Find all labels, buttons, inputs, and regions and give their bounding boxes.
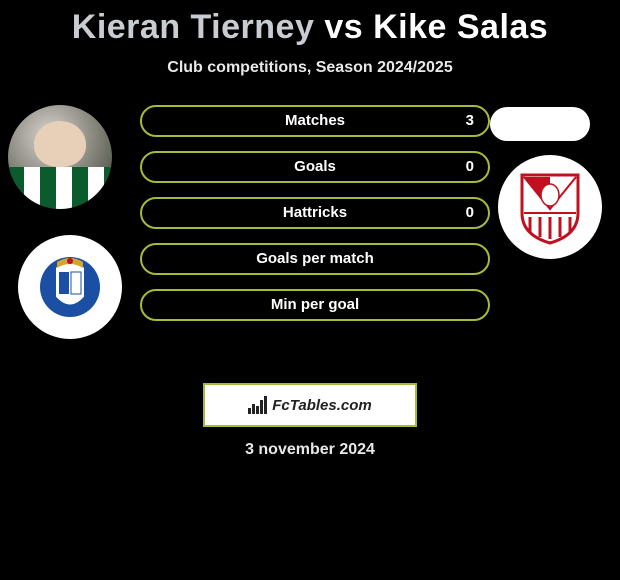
attribution-text: FcTables.com — [272, 397, 371, 414]
player2-photo-placeholder — [490, 107, 590, 141]
title-player2: Kike Salas — [373, 8, 548, 46]
title-player1: Kieran Tierney — [72, 8, 315, 46]
date-text: 3 november 2024 — [0, 441, 620, 459]
stat-row-hattricks: Hattricks 0 — [140, 197, 490, 229]
stat-label: Matches — [142, 107, 488, 135]
stat-value: 3 — [466, 107, 474, 135]
stat-label: Goals per match — [142, 245, 488, 273]
stat-row-goals: Goals 0 — [140, 151, 490, 183]
stat-value: 0 — [466, 153, 474, 181]
stat-label: Goals — [142, 153, 488, 181]
stat-row-goals-per-match: Goals per match — [140, 243, 490, 275]
bar-chart-icon — [248, 396, 268, 414]
page-title: Kieran Tierney vs Kike Salas — [0, 0, 620, 47]
subtitle: Club competitions, Season 2024/2025 — [0, 59, 620, 77]
stats-list: Matches 3 Goals 0 Hattricks 0 Goals per … — [140, 105, 490, 335]
player1-club-badge — [18, 235, 122, 339]
stat-row-min-per-goal: Min per goal — [140, 289, 490, 321]
player2-club-badge — [498, 155, 602, 259]
stat-label: Min per goal — [142, 291, 488, 319]
comparison-panel: Matches 3 Goals 0 Hattricks 0 Goals per … — [0, 105, 620, 365]
stat-value: 0 — [466, 199, 474, 227]
stat-label: Hattricks — [142, 199, 488, 227]
stat-row-matches: Matches 3 — [140, 105, 490, 137]
real-sociedad-crest-icon — [35, 252, 105, 322]
title-vs: vs — [324, 8, 363, 46]
sevilla-crest-icon — [518, 169, 582, 245]
player1-photo — [8, 105, 112, 209]
attribution-badge: FcTables.com — [203, 383, 417, 427]
